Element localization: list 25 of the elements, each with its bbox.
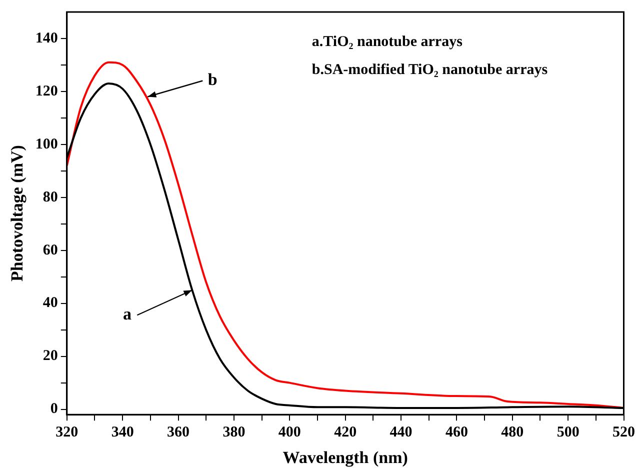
annotation: a.TiO₂ nanotube arrays (312, 34, 463, 50)
x-tick-label: 520 (612, 424, 635, 440)
x-tick-label: 460 (445, 424, 468, 440)
x-tick-label: 400 (278, 424, 301, 440)
y-tick-label: 140 (35, 30, 58, 46)
x-axis-title: Wavelength (nm) (282, 448, 408, 468)
x-tick-label: 360 (167, 424, 190, 440)
annotation: a (122, 304, 132, 324)
x-tick-label: 480 (501, 424, 524, 440)
y-tick-label: 120 (35, 83, 58, 100)
annotation: b (208, 70, 218, 90)
y-axis-title: Photovoltage (mV) (8, 145, 27, 282)
y-tick-label: 40 (42, 295, 58, 312)
y-tick-label: 0 (50, 401, 58, 418)
x-tick-label: 440 (390, 424, 412, 440)
x-tick-label: 320 (56, 424, 78, 440)
x-tick-label: 500 (556, 424, 580, 440)
x-tick-label: 380 (222, 424, 246, 440)
y-tick-label: 100 (35, 136, 58, 152)
y-tick-label: 80 (42, 189, 58, 206)
annotation: b.SA-modified TiO₂ nanotube arrays (312, 62, 548, 78)
x-tick-label: 420 (334, 424, 357, 440)
y-tick-label: 60 (42, 242, 58, 258)
x-tick-label: 340 (111, 424, 134, 440)
y-tick-label: 20 (42, 348, 58, 364)
